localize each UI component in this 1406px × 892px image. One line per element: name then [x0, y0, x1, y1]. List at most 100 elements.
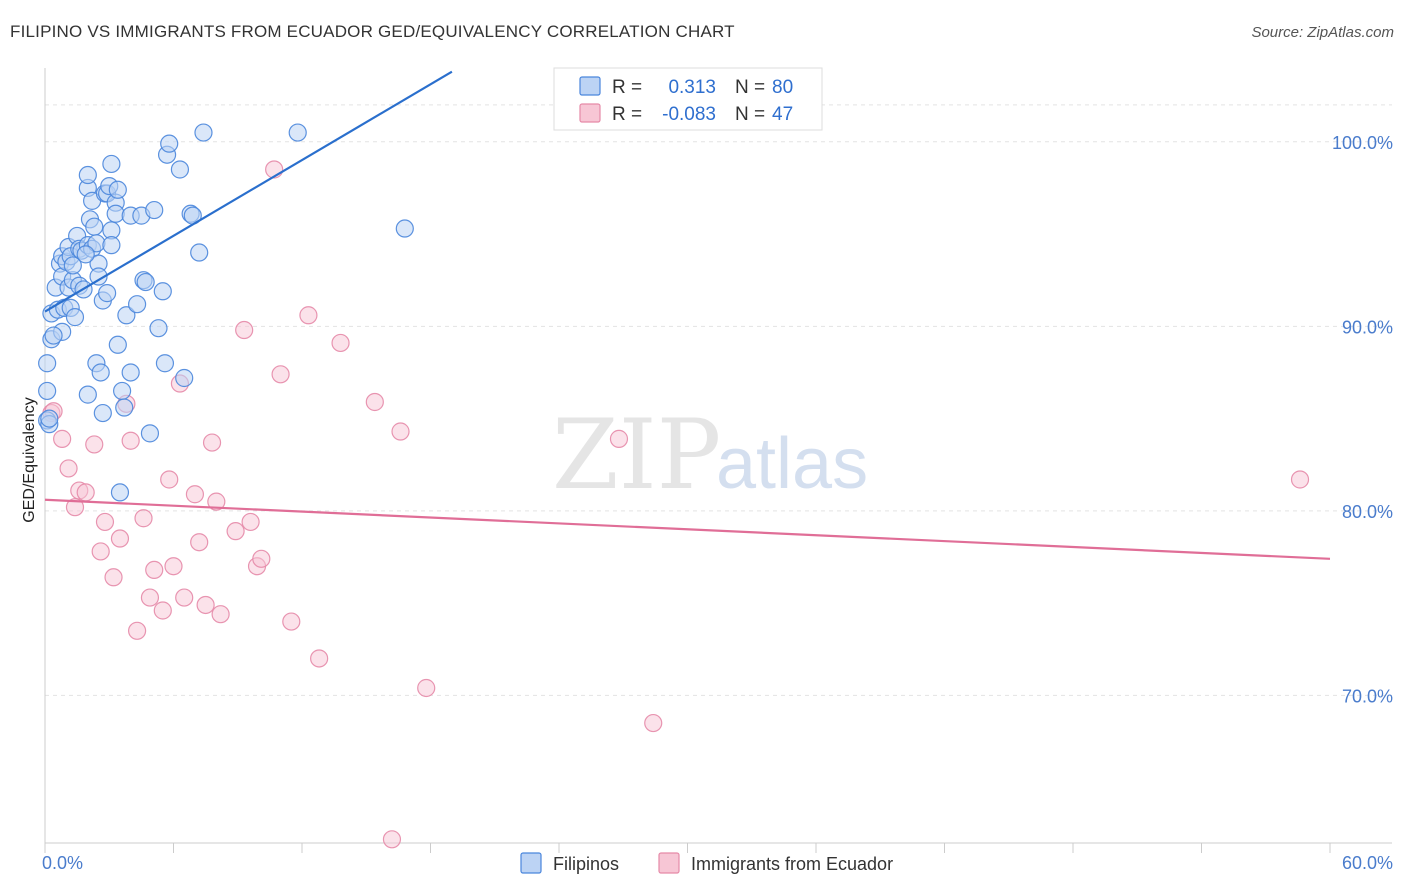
- ecuador-point-16: [145, 560, 164, 580]
- legend-n-label-filipinos: N =: [735, 77, 765, 98]
- ecuador-point-5: [76, 483, 95, 502]
- filipinos-point-67: [160, 134, 179, 153]
- ecuador-point-42: [417, 678, 436, 698]
- filipinos-point-61: [140, 424, 160, 443]
- x-tick-labels: 0.0% 60.0%: [42, 853, 1393, 873]
- y-tick-label-70: 70.0%: [1342, 686, 1393, 706]
- filipinos-point-51: [110, 483, 130, 502]
- filipinos-point-72: [190, 243, 209, 262]
- y-tick-label-90: 90.0%: [1342, 317, 1393, 337]
- filipinos-point-65: [155, 354, 175, 373]
- filipinos-point-20: [65, 308, 85, 327]
- filipinos-point-74: [288, 123, 307, 142]
- ecuador-point-25: [202, 433, 222, 452]
- legend-swatch-ecuador: [579, 103, 601, 123]
- filipinos-point-1: [38, 381, 57, 401]
- ecuador-point-9: [104, 568, 123, 587]
- ecuador-point-41: [391, 422, 410, 441]
- bottom-legend-swatch-filipinos: [520, 852, 542, 874]
- x-tick-label-max: 60.0%: [1342, 853, 1393, 873]
- y-tick-label-100: 100.0%: [1332, 133, 1393, 153]
- legend-r-label-filipinos: R =: [612, 77, 642, 98]
- ecuador-point-38: [331, 333, 350, 353]
- ecuador-point-44: [644, 713, 663, 733]
- filipinos-point-73: [194, 123, 213, 142]
- ecuador-point-19: [164, 557, 183, 576]
- bottom-legend-label-filipinos: Filipinos: [553, 854, 619, 874]
- ecuador-point-28: [226, 522, 245, 541]
- ecuador-point-2: [59, 459, 78, 478]
- chart-source: Source: ZipAtlas.com: [1251, 24, 1394, 41]
- ecuador-point-32: [252, 549, 271, 568]
- ecuador-point-34: [271, 365, 290, 384]
- ecuador-point-3: [65, 498, 85, 517]
- filipinos-point-27: [78, 385, 97, 404]
- filipinos-point-57: [127, 295, 147, 314]
- ecuador-trend-line: [44, 498, 1331, 560]
- ecuador-point-35: [282, 612, 301, 631]
- ecuador-point-26: [207, 492, 226, 511]
- ecuador-point-18: [160, 470, 179, 489]
- filipinos-point-38: [91, 363, 110, 382]
- legend-swatch-filipinos: [579, 76, 601, 96]
- filipinos-point-0: [38, 354, 57, 373]
- ecuador-point-17: [153, 601, 172, 620]
- y-tick-labels: 70.0% 80.0% 90.0% 100.0%: [1332, 133, 1393, 707]
- watermark-zip: ZIP: [552, 399, 721, 511]
- x-tick-label-min: 0.0%: [42, 853, 83, 873]
- filipinos-point-49: [108, 180, 127, 199]
- ecuador-point-24: [196, 595, 215, 615]
- watermark-atlas: atlas: [716, 424, 868, 504]
- ecuador-point-10: [110, 529, 130, 548]
- ecuador-point-36: [299, 306, 318, 325]
- ecuador-point-29: [235, 320, 254, 340]
- filipinos-point-62: [145, 200, 164, 220]
- filipinos-point-63: [149, 319, 168, 338]
- filipinos-point-52: [112, 381, 132, 401]
- axes: [44, 68, 1392, 853]
- watermark: ZIP atlas: [552, 399, 868, 511]
- legend-n-value-ecuador: 47: [772, 104, 793, 125]
- ecuador-point-23: [190, 533, 209, 552]
- ecuador-point-21: [175, 588, 194, 607]
- ecuador-point-45: [1290, 470, 1310, 489]
- bottom-legend-label-ecuador: Immigrants from Ecuador: [691, 854, 893, 874]
- legend-r-value-filipinos: 0.313: [668, 77, 716, 98]
- filipinos-point-53: [115, 398, 134, 417]
- ecuador-point-1: [53, 429, 72, 448]
- ecuador-point-6: [85, 435, 104, 454]
- legend-n-value-filipinos: 80: [772, 77, 793, 98]
- filipinos-point-56: [121, 363, 140, 382]
- ecuador-point-14: [134, 509, 153, 528]
- ecuador-point-13: [127, 621, 147, 640]
- filipinos-point-76: [40, 409, 59, 428]
- bottom-legend-swatch-ecuador: [658, 852, 680, 874]
- filipinos-point-54: [117, 306, 136, 325]
- ecuador-point-37: [310, 649, 329, 668]
- series-legend: Filipinos Immigrants from Ecuador: [520, 852, 893, 874]
- filipinos-point-69: [175, 368, 194, 388]
- filipinos-point-50: [108, 335, 127, 354]
- filipinos-point-39: [93, 403, 112, 423]
- ecuador-point-43: [609, 429, 629, 448]
- ecuador-point-8: [95, 512, 115, 532]
- filipinos-point-33: [85, 217, 104, 236]
- legend-r-label-ecuador: R =: [612, 104, 642, 125]
- legend-n-label-ecuador: N =: [735, 104, 765, 125]
- ecuador-point-30: [241, 512, 260, 532]
- filipinos-point-37: [89, 267, 108, 286]
- ecuador-point-39: [365, 392, 384, 412]
- filipinos-point-68: [170, 160, 190, 179]
- ecuador-point-40: [382, 830, 402, 849]
- filipinos-point-64: [153, 282, 172, 301]
- filipinos-point-78: [76, 245, 95, 264]
- ecuador-point-27: [211, 605, 230, 624]
- filipinos-point-19: [63, 256, 82, 275]
- filipinos-point-75: [395, 219, 414, 238]
- filipinos-point-46: [102, 236, 121, 255]
- filipinos-point-48: [106, 204, 125, 223]
- legend-r-value-ecuador: -0.083: [662, 104, 716, 125]
- filipinos-trend-line: [44, 70, 453, 313]
- filipinos-point-77: [44, 326, 63, 345]
